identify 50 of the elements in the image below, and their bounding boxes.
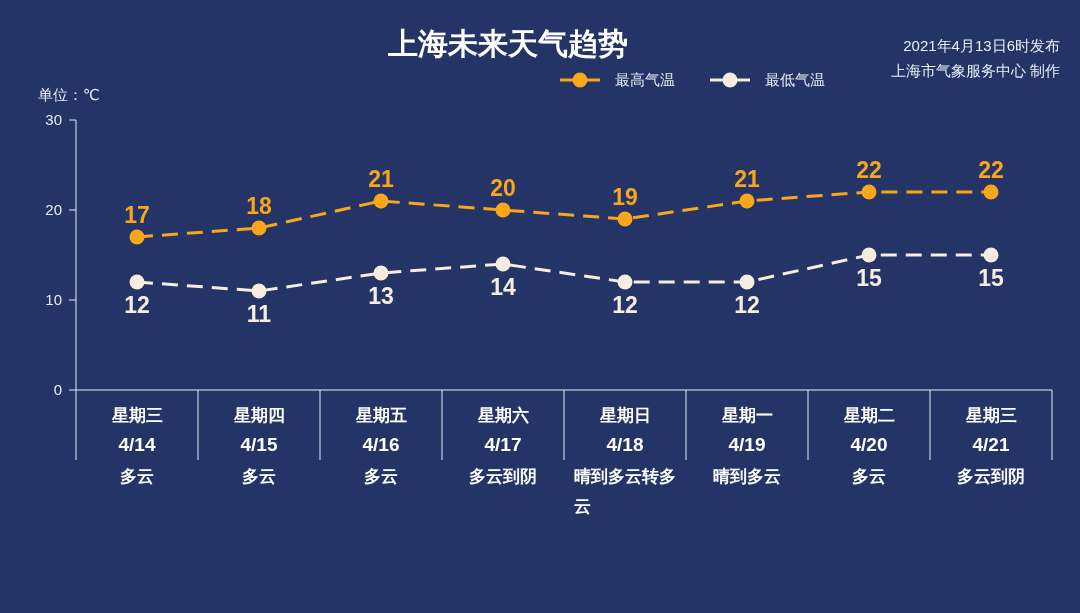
data-label: 17: [124, 202, 150, 228]
annotation: 2021年4月13日6时发布: [903, 37, 1060, 54]
category-label: 星期三: [965, 406, 1017, 425]
category-label: 星期五: [355, 406, 407, 425]
category-label: 星期二: [843, 406, 895, 425]
ytick-label: 30: [45, 111, 62, 128]
data-label: 18: [246, 193, 272, 219]
data-label: 12: [612, 292, 638, 318]
category-label: 多云: [242, 467, 276, 486]
legend-label: 最低气温: [765, 71, 825, 88]
data-label: 12: [734, 292, 760, 318]
category-label: 4/14: [118, 434, 156, 455]
category-label: 星期六: [477, 406, 529, 425]
category-label: 多云: [364, 467, 398, 486]
category-label: 星期日: [599, 406, 651, 425]
data-label: 13: [368, 283, 394, 309]
ytick-label: 0: [53, 381, 62, 398]
category-label: 星期一: [721, 406, 773, 425]
data-label: 19: [612, 184, 638, 210]
category-label: 晴到多云转多云: [574, 467, 676, 516]
data-label: 21: [734, 166, 760, 192]
data-label: 15: [856, 265, 882, 291]
category-label: 4/17: [484, 434, 522, 455]
category-label: 多云: [852, 467, 886, 486]
ytick-label: 20: [45, 201, 62, 218]
ytick-label: 10: [45, 291, 62, 308]
category-label: 4/21: [972, 434, 1010, 455]
data-label: 21: [368, 166, 394, 192]
category-label: 晴到多云: [713, 467, 781, 486]
data-label: 14: [490, 274, 516, 300]
category-label: 4/18: [606, 434, 644, 455]
category-label: 星期三: [111, 406, 163, 425]
data-label: 22: [856, 157, 882, 183]
data-label: 11: [246, 301, 272, 327]
legend-label: 最高气温: [615, 71, 675, 88]
category-label: 多云到阴: [469, 467, 537, 486]
data-label: 22: [978, 157, 1004, 183]
data-label: 20: [490, 175, 516, 201]
ylabel: 单位：℃: [38, 86, 100, 103]
data-label: 15: [978, 265, 1004, 291]
category-label: 星期四: [233, 406, 285, 425]
category-label: 4/16: [362, 434, 400, 455]
category-label: 多云到阴: [957, 467, 1025, 486]
category-label: 4/20: [850, 434, 888, 455]
annotation: 上海市气象服务中心 制作: [890, 62, 1060, 79]
title: 上海未来天气趋势: [388, 27, 628, 60]
category-label: 多云: [120, 467, 154, 486]
data-label: 12: [124, 292, 150, 318]
category-label: 4/15: [240, 434, 278, 455]
category-label: 4/19: [728, 434, 766, 455]
